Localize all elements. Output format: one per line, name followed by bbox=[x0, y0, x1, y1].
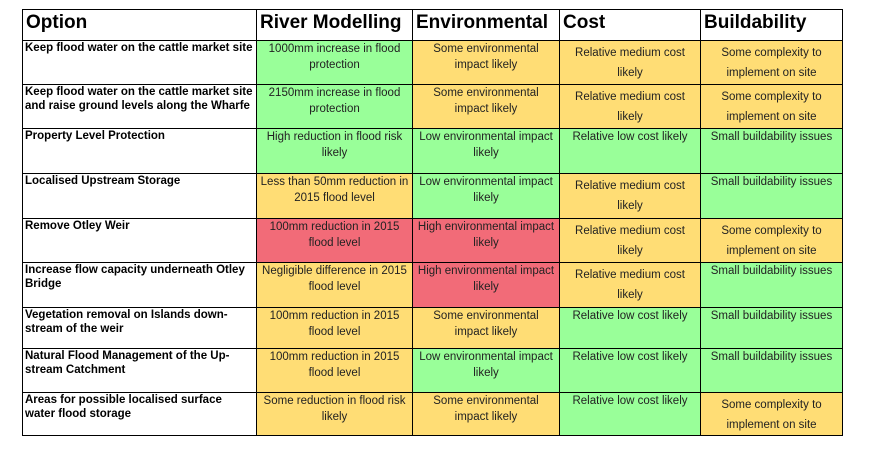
header-option: Option bbox=[22, 9, 257, 41]
header-environmental: Environmental bbox=[412, 9, 560, 41]
option-cell: Increase flow capacity underneath Otley … bbox=[22, 262, 257, 308]
option-cell: Keep flood water on the cattle market si… bbox=[22, 40, 257, 85]
river-modelling-cell: Negligible difference in 2015 flood leve… bbox=[256, 262, 413, 308]
table-row: Remove Otley Weir 100mm reduction in 201… bbox=[22, 218, 843, 263]
buildability-cell: Small buildability issues bbox=[700, 262, 843, 308]
table-row: Keep flood water on the cattle market si… bbox=[22, 40, 843, 85]
cost-cell: Relative low cost likely bbox=[559, 307, 701, 349]
environmental-cell: Low environmental impact likely bbox=[412, 173, 560, 219]
buildability-cell: Some complexity to implement on site bbox=[700, 392, 843, 436]
header-row: Option River Modelling Environmental Cos… bbox=[22, 9, 843, 41]
environmental-cell: Some environmental impact likely bbox=[412, 40, 560, 85]
cost-cell: Relative low cost likely bbox=[559, 348, 701, 393]
buildability-cell: Some complexity to implement on site bbox=[700, 84, 843, 129]
header-cost: Cost bbox=[559, 9, 701, 41]
option-cell: Natural Flood Management of the Up-strea… bbox=[22, 348, 257, 393]
option-cell: Property Level Protection bbox=[22, 128, 257, 174]
environmental-cell: Some environmental impact likely bbox=[412, 392, 560, 436]
river-modelling-cell: 100mm reduction in 2015 flood level bbox=[256, 218, 413, 263]
environmental-cell: High environmental impact likely bbox=[412, 262, 560, 308]
river-modelling-cell: 100mm reduction in 2015 flood level bbox=[256, 307, 413, 349]
environmental-cell: High environmental impact likely bbox=[412, 218, 560, 263]
cost-cell: Relative low cost likely bbox=[559, 128, 701, 174]
option-cell: Areas for possible localised surface wat… bbox=[22, 392, 257, 436]
table-row: Vegetation removal on Islands down-strea… bbox=[22, 307, 843, 349]
table-row: Localised Upstream Storage Less than 50m… bbox=[22, 173, 843, 219]
cost-cell: Relative medium cost likely bbox=[559, 84, 701, 129]
environmental-cell: Low environmental impact likely bbox=[412, 348, 560, 393]
header-river-modelling: River Modelling bbox=[256, 9, 413, 41]
option-cell: Vegetation removal on Islands down-strea… bbox=[22, 307, 257, 349]
river-modelling-cell: 1000mm increase in flood protection bbox=[256, 40, 413, 85]
table-row: Natural Flood Management of the Up-strea… bbox=[22, 348, 843, 393]
buildability-cell: Some complexity to implement on site bbox=[700, 218, 843, 263]
table-row: Areas for possible localised surface wat… bbox=[22, 392, 843, 436]
buildability-cell: Small buildability issues bbox=[700, 128, 843, 174]
river-modelling-cell: 2150mm increase in flood protection bbox=[256, 84, 413, 129]
table-row: Property Level Protection High reduction… bbox=[22, 128, 843, 174]
cost-cell: Relative medium cost likely bbox=[559, 40, 701, 85]
cost-cell: Relative medium cost likely bbox=[559, 262, 701, 308]
table-row: Increase flow capacity underneath Otley … bbox=[22, 262, 843, 308]
river-modelling-cell: Less than 50mm reduction in 2015 flood l… bbox=[256, 173, 413, 219]
buildability-cell: Small buildability issues bbox=[700, 173, 843, 219]
environmental-cell: Some environmental impact likely bbox=[412, 84, 560, 129]
cost-cell: Relative medium cost likely bbox=[559, 218, 701, 263]
options-appraisal-table: Option River Modelling Environmental Cos… bbox=[22, 9, 843, 436]
river-modelling-cell: Some reduction in flood risk likely bbox=[256, 392, 413, 436]
river-modelling-cell: High reduction in flood risk likely bbox=[256, 128, 413, 174]
river-modelling-cell: 100mm reduction in 2015 flood level bbox=[256, 348, 413, 393]
cost-cell: Relative medium cost likely bbox=[559, 173, 701, 219]
option-cell: Keep flood water on the cattle market si… bbox=[22, 84, 257, 129]
cost-cell: Relative low cost likely bbox=[559, 392, 701, 436]
buildability-cell: Small buildability issues bbox=[700, 307, 843, 349]
environmental-cell: Low environmental impact likely bbox=[412, 128, 560, 174]
buildability-cell: Some complexity to implement on site bbox=[700, 40, 843, 85]
environmental-cell: Some environmental impact likely bbox=[412, 307, 560, 349]
header-buildability: Buildability bbox=[700, 9, 843, 41]
option-cell: Remove Otley Weir bbox=[22, 218, 257, 263]
buildability-cell: Small buildability issues bbox=[700, 348, 843, 393]
option-cell: Localised Upstream Storage bbox=[22, 173, 257, 219]
table-row: Keep flood water on the cattle market si… bbox=[22, 84, 843, 129]
